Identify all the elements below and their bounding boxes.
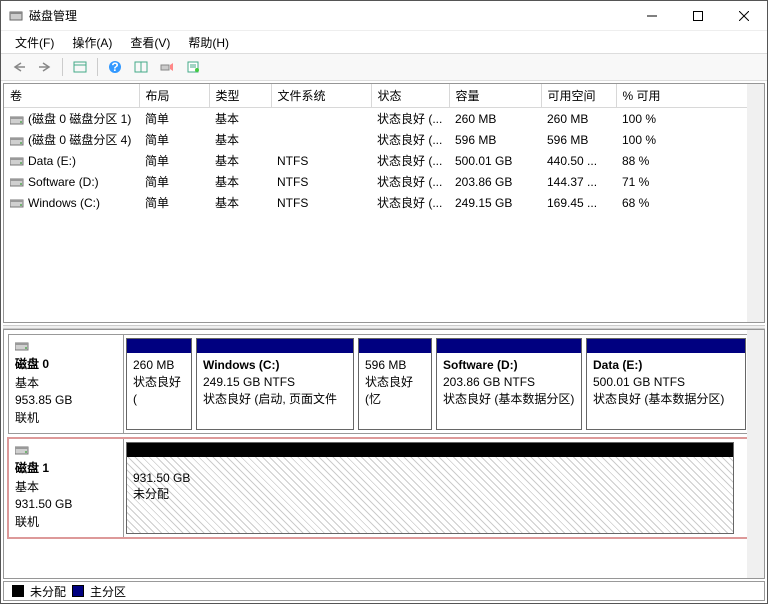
legend-primary-swatch (72, 585, 84, 597)
legend-primary-label: 主分区 (90, 583, 126, 600)
disk-icon (15, 445, 117, 455)
volume-icon (10, 198, 24, 208)
disk-status: 联机 (15, 513, 117, 530)
partition-unallocated[interactable]: 931.50 GB未分配 (126, 442, 734, 534)
menu-view[interactable]: 查看(V) (124, 32, 176, 53)
volume-row[interactable]: (磁盘 0 磁盘分区 1)简单基本状态良好 (...260 MB260 MB10… (4, 108, 764, 130)
volume-table: 卷布局类型文件系统状态容量可用空间% 可用 (磁盘 0 磁盘分区 1)简单基本状… (4, 84, 764, 213)
disk-type: 基本 (15, 478, 117, 495)
part-status: 状态良好 (基本数据分区) (593, 391, 739, 408)
close-button[interactable] (721, 1, 767, 31)
content-area: 卷布局类型文件系统状态容量可用空间% 可用 (磁盘 0 磁盘分区 1)简单基本状… (1, 81, 767, 603)
col-header[interactable]: 类型 (209, 84, 271, 108)
part-status: 状态良好 (启动, 页面文件 (203, 391, 347, 408)
disk-header[interactable]: 磁盘 0 基本 953.85 GB 联机 (9, 335, 124, 433)
disk-name: 磁盘 0 (15, 355, 117, 372)
volume-icon (10, 177, 24, 187)
volume-icon (10, 136, 24, 146)
menu-action[interactable]: 操作(A) (66, 32, 118, 53)
col-header[interactable]: 文件系统 (271, 84, 371, 108)
col-header[interactable]: 可用空间 (541, 84, 616, 108)
part-size: 203.86 GB NTFS (443, 374, 575, 391)
scrollbar-v[interactable] (747, 330, 764, 578)
disk-row[interactable]: 磁盘 1基本931.50 GB联机931.50 GB未分配 (8, 438, 760, 538)
app-icon (9, 9, 23, 23)
col-header[interactable]: 卷 (4, 84, 139, 108)
tool-help[interactable]: ? (103, 56, 127, 78)
tool-settings[interactable] (155, 56, 179, 78)
toolbar: ? (1, 53, 767, 81)
disk-size: 953.85 GB (15, 393, 117, 407)
disk-header[interactable]: 磁盘 1 基本 931.50 GB 联机 (9, 439, 124, 537)
part-size: 931.50 GB (133, 471, 727, 485)
partitions: 260 MB状态良好 (Windows (C:)249.15 GB NTFS状态… (124, 335, 759, 433)
volume-row[interactable]: Windows (C:)简单基本NTFS状态良好 (...249.15 GB16… (4, 192, 764, 213)
legend: 未分配 主分区 (3, 581, 765, 601)
part-size: 260 MB (133, 357, 185, 374)
partition-primary[interactable]: 260 MB状态良好 ( (126, 338, 192, 430)
col-header[interactable]: 容量 (449, 84, 541, 108)
tool-view2[interactable] (129, 56, 153, 78)
titlebar: 磁盘管理 (1, 1, 767, 31)
toolbar-sep (62, 58, 63, 76)
volume-icon (10, 156, 24, 166)
part-size: 500.01 GB NTFS (593, 374, 739, 391)
col-header[interactable]: 布局 (139, 84, 209, 108)
disk-size: 931.50 GB (15, 497, 117, 511)
part-label: Software (D:) (443, 357, 575, 374)
disk-status: 联机 (15, 409, 117, 426)
legend-unalloc-label: 未分配 (30, 583, 66, 600)
part-status: 状态良好 (基本数据分区) (443, 391, 575, 408)
tool-view1[interactable] (68, 56, 92, 78)
disk-name: 磁盘 1 (15, 459, 117, 476)
minimize-button[interactable] (629, 1, 675, 31)
part-status: 状态良好 ( (133, 374, 185, 408)
disk-type: 基本 (15, 374, 117, 391)
title-text: 磁盘管理 (29, 7, 629, 24)
part-status: 状态良好 (忆 (365, 374, 425, 408)
part-size: 249.15 GB NTFS (203, 374, 347, 391)
disk-icon (15, 341, 117, 351)
tool-props[interactable] (181, 56, 205, 78)
nav-fwd-button[interactable] (33, 56, 57, 78)
volume-list-pane[interactable]: 卷布局类型文件系统状态容量可用空间% 可用 (磁盘 0 磁盘分区 1)简单基本状… (3, 83, 765, 323)
col-header[interactable]: % 可用 (616, 84, 764, 108)
nav-back-button[interactable] (7, 56, 31, 78)
volume-row[interactable]: Software (D:)简单基本NTFS状态良好 (...203.86 GB1… (4, 171, 764, 192)
part-status: 未分配 (133, 485, 727, 502)
partition-primary[interactable]: 596 MB状态良好 (忆 (358, 338, 432, 430)
maximize-button[interactable] (675, 1, 721, 31)
part-label: Data (E:) (593, 357, 739, 374)
col-header[interactable]: 状态 (371, 84, 449, 108)
partitions: 931.50 GB未分配 (124, 439, 759, 537)
legend-unalloc-swatch (12, 585, 24, 597)
part-size: 596 MB (365, 357, 425, 374)
volume-row[interactable]: Data (E:)简单基本NTFS状态良好 (...500.01 GB440.5… (4, 150, 764, 171)
disk-layout-pane[interactable]: 磁盘 0基本953.85 GB联机260 MB状态良好 (Windows (C:… (3, 329, 765, 579)
partition-primary[interactable]: Data (E:)500.01 GB NTFS状态良好 (基本数据分区) (586, 338, 746, 430)
menu-file[interactable]: 文件(F) (9, 32, 60, 53)
toolbar-sep (97, 58, 98, 76)
menubar: 文件(F) 操作(A) 查看(V) 帮助(H) (1, 31, 767, 53)
volume-row[interactable]: (磁盘 0 磁盘分区 4)简单基本状态良好 (...596 MB596 MB10… (4, 129, 764, 150)
scrollbar-v[interactable] (747, 84, 764, 322)
partition-primary[interactable]: Software (D:)203.86 GB NTFS状态良好 (基本数据分区) (436, 338, 582, 430)
svg-text:?: ? (111, 60, 118, 74)
part-label: Windows (C:) (203, 357, 347, 374)
menu-help[interactable]: 帮助(H) (182, 32, 235, 53)
volume-icon (10, 115, 24, 125)
disk-row[interactable]: 磁盘 0基本953.85 GB联机260 MB状态良好 (Windows (C:… (8, 334, 760, 434)
partition-primary[interactable]: Windows (C:)249.15 GB NTFS状态良好 (启动, 页面文件 (196, 338, 354, 430)
disk-mgmt-window: 磁盘管理 文件(F) 操作(A) 查看(V) 帮助(H) ? 卷布局类型文件系统… (0, 0, 768, 604)
